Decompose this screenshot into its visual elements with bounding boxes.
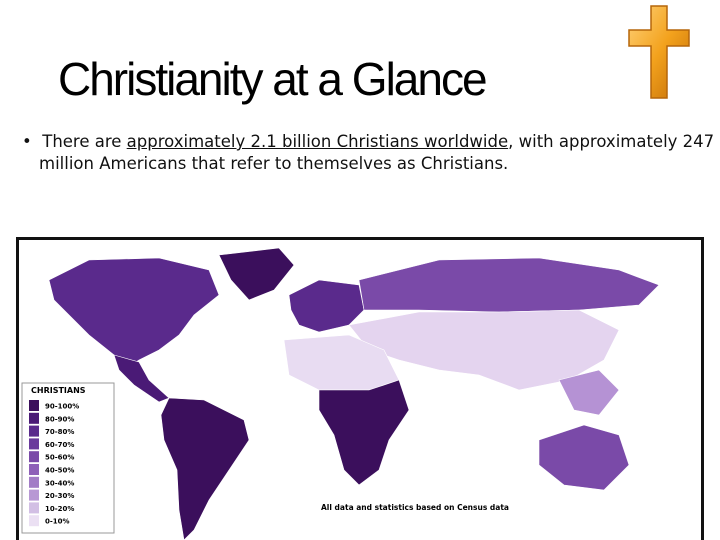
region: [538, 424, 630, 491]
legend-swatch: [29, 476, 39, 488]
legend-label: 70-80%: [45, 428, 74, 436]
text: There are: [42, 132, 127, 151]
legend-label: 80-90%: [45, 415, 74, 423]
underlined-text: approximately 2.1 billion Christians wor…: [126, 132, 509, 151]
legend-swatch: [29, 489, 39, 501]
slide-title: Christianity at a Glance: [58, 53, 488, 105]
legend-label: 10-20%: [45, 505, 74, 513]
cross-icon: [628, 5, 690, 99]
legend: 90-100% 80-90% 70-80% 60-70% 50-60% 40-50% 30-…: [29, 400, 79, 527]
region: [358, 257, 660, 313]
region: [558, 369, 620, 416]
region: [318, 379, 410, 486]
legend-label: 30-40%: [45, 479, 74, 487]
legend-label: 50-60%: [45, 454, 74, 462]
legend-swatch: [29, 464, 39, 475]
region: [48, 257, 220, 371]
legend-swatch: [29, 502, 39, 514]
legend-label: 20-30%: [45, 492, 74, 500]
legend-label: 60-70%: [45, 441, 74, 449]
legend-swatch: [29, 400, 39, 411]
map-note: All data and statistics based on Census …: [321, 503, 509, 512]
legend-title: CHRISTIANS: [31, 386, 86, 395]
legend-swatch: [29, 425, 39, 437]
region: [113, 354, 170, 403]
map-frame: CHRISTIANS 90-100% 80-90% 70-80% 60-70% 50-6…: [16, 237, 704, 540]
region: [160, 397, 250, 540]
legend-label: 40-50%: [45, 467, 74, 475]
bullet-text: • There are approximately 2.1 billion Ch…: [22, 132, 715, 173]
world-map: CHRISTIANS 90-100% 80-90% 70-80% 60-70% 50-6…: [21, 247, 660, 540]
legend-swatch: [29, 451, 39, 463]
legend-swatch: [29, 438, 39, 450]
legend-swatch: [29, 412, 39, 424]
text: , with approximately 247 million America…: [39, 132, 715, 173]
legend-label: 0-10%: [45, 518, 70, 526]
region: [218, 247, 295, 301]
legend-swatch: [29, 515, 39, 527]
legend-label: 90-100%: [45, 403, 79, 411]
